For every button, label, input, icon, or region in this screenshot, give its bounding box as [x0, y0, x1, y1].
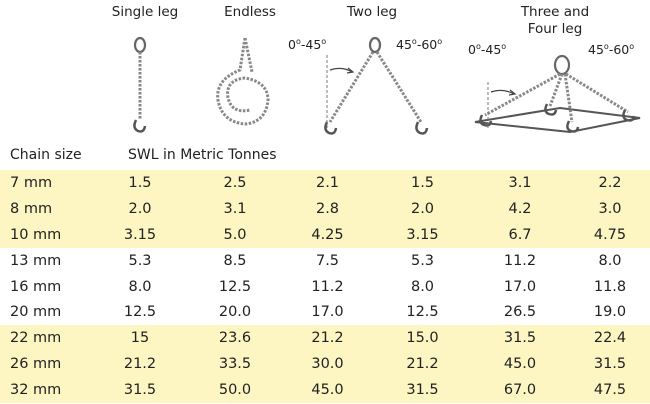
chain-size-cell: 10 mm: [0, 221, 90, 248]
swl-value-cell: 8.0: [410, 278, 435, 295]
swl-value-cell: 45.0: [470, 351, 570, 378]
swl-value-cell: 31.5: [375, 377, 470, 404]
table-row: 32 mm 31.5 50.0 45.0 31.5 67.0 47.5: [0, 377, 650, 404]
swl-value-cell: 4.2: [470, 195, 570, 222]
swl-value-cell: 21.2: [90, 351, 190, 378]
swl-value-cell: 2.2: [570, 170, 650, 196]
swl-value-cell: 2.5: [190, 170, 280, 196]
swl-value-cell: 8.0: [128, 278, 152, 295]
chain-size-cell: 16 mm: [10, 278, 62, 295]
header-three-four-line2: Four leg: [527, 21, 583, 37]
table-row: 26 mm 21.2 33.5 30.0 21.2 45.0 31.5: [0, 351, 650, 378]
swl-value-cell: 3.0: [570, 195, 650, 222]
swl-value-cell: 4.25: [280, 221, 375, 248]
chain-size-cell: 7 mm: [0, 170, 90, 196]
swl-value-cell: 4.75: [570, 221, 650, 248]
swl-value-cell: 8.5: [223, 252, 247, 269]
header-single-leg: Single leg: [111, 4, 179, 20]
table-row: 22 mm 15 23.6 21.2 15.0 31.5 22.4: [0, 325, 650, 352]
two-leg-angle-low: 0o-45o: [288, 37, 327, 53]
chain-size-cell: 13 mm: [10, 252, 62, 269]
swl-value-cell: 31.5: [90, 377, 190, 404]
chain-size-cell: 8 mm: [0, 195, 90, 222]
swl-value-cell: 3.1: [470, 170, 570, 196]
swl-value-cell: 17.0: [503, 278, 537, 295]
chain-size-cell: 32 mm: [0, 377, 90, 404]
header-two-leg: Two leg: [346, 4, 398, 20]
swl-table-body: 7 mm 1.5 2.5 2.1 1.5 3.1 2.2 8 mm 2.0 3.1 2.8 2.0 4.…: [0, 170, 650, 404]
swl-value-cell: 22.4: [570, 325, 650, 352]
swl-value-cell: 20.0: [218, 304, 252, 321]
swl-value-cell: 31.5: [470, 325, 570, 352]
swl-value-cell: 47.5: [570, 377, 650, 404]
swl-value-cell: 11.2: [311, 278, 344, 295]
swl-value-cell: 3.15: [375, 221, 470, 248]
chain-size-cell: 22 mm: [0, 325, 90, 352]
endless-chain-illustration: [216, 37, 270, 126]
two-leg-chain-illustration: [324, 36, 429, 135]
multi-leg-chain-illustration: [474, 54, 641, 134]
swl-table: 7 mm 1.5 2.5 2.1 1.5 3.1 2.2 8 mm 2.0 3.1 2.8 2.0 4.…: [0, 170, 650, 404]
swl-value-cell: 3.1: [190, 195, 280, 222]
header-endless: Endless: [224, 4, 276, 20]
swl-value-cell: 6.7: [470, 221, 570, 248]
swl-value-cell: 33.5: [190, 351, 280, 378]
swl-value-cell: 30.0: [280, 351, 375, 378]
swl-value-cell: 15.0: [375, 325, 470, 352]
swl-value-cell: 11.2: [503, 252, 537, 269]
swl-value-cell: 15: [90, 325, 190, 352]
chain-size-label: Chain size: [10, 147, 82, 163]
swl-value-cell: 21.2: [375, 351, 470, 378]
swl-value-cell: 26.5: [503, 304, 537, 321]
single-leg-chain-illustration: [133, 36, 147, 133]
table-row: 7 mm 1.5 2.5 2.1 1.5 3.1 2.2: [0, 170, 650, 196]
table-row: 16 mm 8.0 12.5 11.2 8.0 17.0 11.8: [0, 274, 650, 300]
swl-value-cell: 31.5: [570, 351, 650, 378]
swl-value-cell: 5.0: [190, 221, 280, 248]
swl-value-cell: 5.3: [410, 252, 435, 269]
table-row: 20 mm 12.5 20.0 17.0 12.5 26.5 19.0: [0, 299, 650, 325]
chain-size-cell: 26 mm: [0, 351, 90, 378]
swl-value-cell: 12.5: [406, 304, 439, 321]
swl-value-cell: 12.5: [123, 304, 157, 321]
swl-value-cell: 2.1: [280, 170, 375, 196]
sling-illustrations: [133, 36, 641, 135]
swl-value-cell: 7.5: [315, 252, 340, 269]
swl-value-cell: 50.0: [190, 377, 280, 404]
chain-size-cell: 20 mm: [10, 304, 62, 321]
two-leg-angle-high: 45o-60o: [396, 37, 443, 53]
swl-value-cell: 17.0: [311, 304, 344, 321]
swl-value-cell: 2.8: [280, 195, 375, 222]
swl-value-cell: 11.8: [593, 278, 627, 295]
swl-value-cell: 67.0: [470, 377, 570, 404]
swl-value-cell: 2.0: [90, 195, 190, 222]
swl-value-cell: 19.0: [593, 304, 627, 321]
multi-leg-angle-high: 45o-60o: [588, 42, 635, 58]
swl-value-cell: 3.15: [90, 221, 190, 248]
swl-value-cell: 21.2: [280, 325, 375, 352]
table-row: 13 mm 5.3 8.5 7.5 5.3 11.2 8.0: [0, 248, 650, 274]
swl-value-cell: 1.5: [375, 170, 470, 196]
swl-value-cell: 45.0: [280, 377, 375, 404]
multi-leg-angle-low: 0o-45o: [468, 42, 507, 58]
swl-value-cell: 1.5: [90, 170, 190, 196]
table-row: 10 mm 3.15 5.0 4.25 3.15 6.7 4.75: [0, 221, 650, 248]
swl-value-cell: 12.5: [218, 278, 252, 295]
swl-value-cell: 2.0: [375, 195, 470, 222]
swl-value-cell: 8.0: [598, 252, 622, 269]
header-three-four-line1: Three and: [520, 4, 590, 20]
swl-label: SWL in Metric Tonnes: [128, 147, 277, 163]
swl-value-cell: 5.3: [128, 252, 152, 269]
swl-value-cell: 23.6: [190, 325, 280, 352]
table-row: 8 mm 2.0 3.1 2.8 2.0 4.2 3.0: [0, 195, 650, 222]
header-three-four-leg: Three and Four leg: [500, 4, 610, 38]
